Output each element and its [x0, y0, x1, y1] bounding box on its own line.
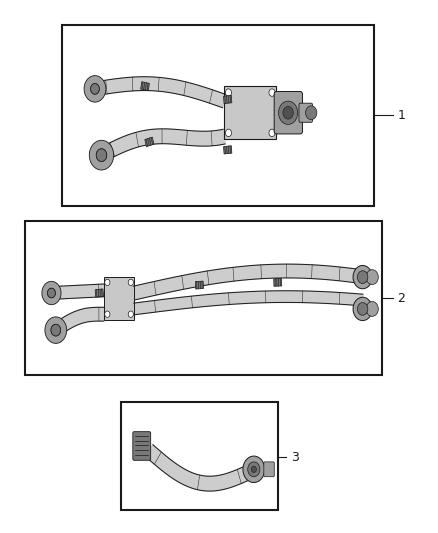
Wedge shape [84, 76, 106, 102]
Polygon shape [53, 308, 104, 336]
Circle shape [105, 279, 110, 286]
Text: 3: 3 [291, 451, 299, 464]
Circle shape [357, 271, 368, 284]
Circle shape [105, 311, 110, 317]
Bar [195, 281, 204, 289]
Polygon shape [94, 77, 226, 108]
Circle shape [283, 107, 293, 119]
Circle shape [243, 456, 265, 482]
Text: 2: 2 [397, 292, 405, 305]
Circle shape [366, 270, 378, 285]
Wedge shape [89, 140, 114, 170]
FancyBboxPatch shape [274, 92, 303, 134]
Circle shape [366, 302, 378, 317]
Circle shape [51, 324, 60, 336]
Circle shape [248, 462, 260, 477]
FancyBboxPatch shape [264, 462, 274, 477]
Bar [25, 221, 382, 375]
Circle shape [128, 279, 134, 286]
Circle shape [357, 303, 368, 316]
Circle shape [128, 311, 134, 317]
Bar [62, 25, 374, 206]
Polygon shape [146, 445, 251, 491]
FancyBboxPatch shape [133, 432, 151, 461]
Bar [141, 82, 149, 91]
Circle shape [251, 466, 256, 472]
Wedge shape [45, 317, 67, 343]
Wedge shape [42, 281, 61, 305]
Circle shape [353, 265, 372, 289]
Bar [95, 289, 103, 297]
Circle shape [306, 106, 317, 119]
Bar [121, 402, 278, 511]
Text: 1: 1 [397, 109, 405, 122]
Bar [104, 277, 134, 319]
Circle shape [353, 297, 372, 320]
Polygon shape [134, 291, 363, 314]
Circle shape [269, 129, 275, 136]
Polygon shape [133, 264, 363, 300]
Circle shape [91, 84, 99, 94]
Circle shape [96, 149, 107, 161]
Bar [274, 279, 282, 286]
Circle shape [279, 101, 298, 124]
Polygon shape [99, 129, 225, 162]
Circle shape [226, 89, 232, 96]
Circle shape [269, 89, 275, 96]
Circle shape [47, 288, 55, 298]
Polygon shape [51, 284, 104, 300]
Bar [145, 137, 154, 147]
Circle shape [226, 129, 232, 136]
Bar [224, 86, 276, 139]
FancyBboxPatch shape [299, 103, 312, 122]
Bar [223, 95, 232, 103]
Bar [223, 146, 232, 154]
